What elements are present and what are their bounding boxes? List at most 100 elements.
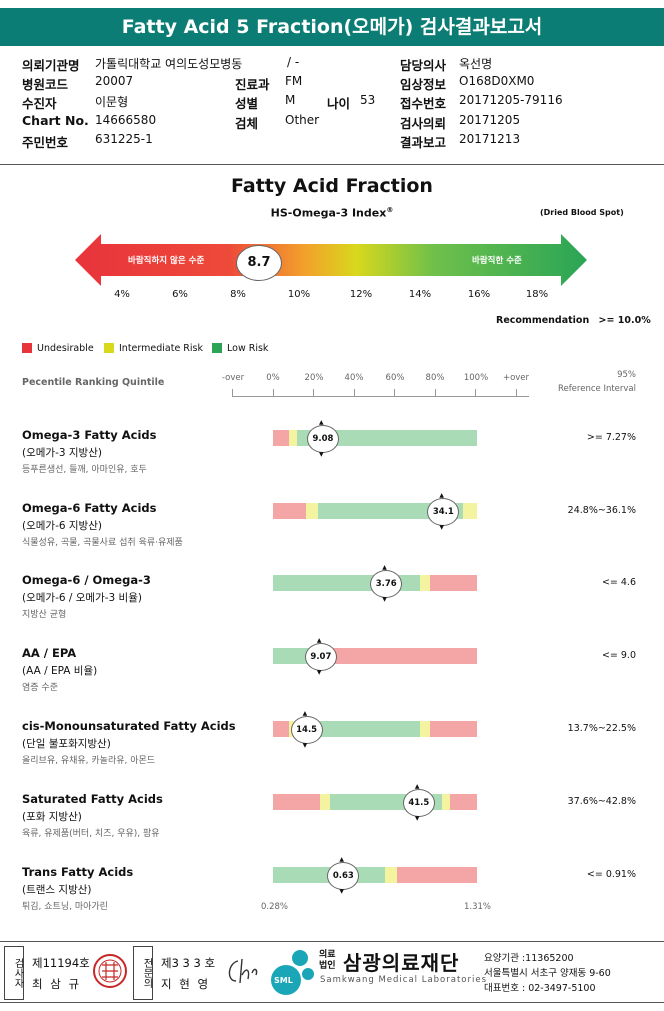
specimen-note: (Dried Blood Spot) (540, 208, 624, 217)
scale-tick (434, 389, 436, 397)
row-value-marker: 9.07 (304, 638, 337, 676)
bar-segment (273, 503, 306, 519)
verifier-name: 최 삼 규 (32, 977, 82, 991)
bar-segment (430, 575, 477, 591)
row-value-marker: 34.1 (427, 493, 460, 531)
row-value-marker: 9.08 (306, 420, 339, 458)
row-reference: <= 4.6 (601, 577, 636, 588)
row-name: Omega-6 Fatty Acids (22, 501, 157, 515)
row-reference: 13.7%~22.5% (567, 723, 636, 734)
hospital-code-value: 20007 (95, 74, 134, 88)
row-name: Omega-3 Fatty Acids (22, 428, 157, 442)
row-bar: 9.08 (273, 420, 477, 458)
row-reference: >= 7.27% (586, 432, 636, 443)
row-reference: 37.6%~42.8% (567, 796, 636, 807)
row-value-marker: 3.76 (370, 565, 403, 603)
bar-segment (273, 794, 320, 810)
bar-segment (324, 648, 477, 664)
footer-divider-top (0, 941, 664, 942)
scale-title: Pecentile Ranking Quintile (22, 377, 165, 388)
omega3-index-arrow (75, 234, 587, 286)
dept-label: 진료과 (235, 77, 270, 92)
scale-label: 80% (425, 373, 445, 383)
row-subtitle: (포화 지방산) (22, 811, 82, 823)
bar-segment (289, 430, 298, 446)
sml-logo-text: SML (274, 976, 293, 985)
verifier-number: 제11194호 (32, 956, 90, 970)
legend: Undesirable Intermediate Risk Low Risk (22, 343, 322, 357)
scale-tick (272, 389, 274, 397)
row-name: Trans Fatty Acids (22, 865, 134, 879)
row-subtitle: (오메가-3 지방산) (22, 447, 102, 459)
scale-tick (475, 389, 476, 397)
row-foods: 등푸른생선, 들깨, 아마인유, 호두 (22, 465, 147, 475)
bar-segment (419, 721, 431, 737)
ref-title-2: Reference Interval (557, 384, 636, 394)
row-name: AA / EPA (22, 646, 77, 660)
scale-tick (232, 389, 233, 397)
row-bar: 3.76 (273, 565, 477, 603)
scale-axis (232, 388, 529, 397)
arrow-tick-label: 12% (349, 289, 373, 300)
row-value: 14.5 (296, 725, 318, 735)
report-title: Fatty Acid 5 Fraction(오메가) 검사결과보고서 (0, 8, 664, 46)
institution-value: 가톨릭대학교 여의도성모병동 (95, 57, 243, 71)
row-value-marker: 14.5 (290, 711, 323, 749)
bar-segment (450, 794, 477, 810)
recommendation: Recommendation >= 10.0% (496, 315, 651, 326)
bar-segment (319, 794, 331, 810)
row-foods: 지방산 균형 (22, 610, 67, 620)
scale-label: 0% (266, 373, 280, 383)
bar-max-label: 1.31% (464, 902, 492, 912)
row-bar: 14.5 (273, 711, 477, 749)
row-bar: 34.1 (273, 493, 477, 531)
row-foods: 염증 수준 (22, 683, 58, 693)
recommendation-label: Recommendation (496, 315, 590, 326)
specialist-title: 전문의 (133, 946, 153, 1000)
bar-segment (462, 503, 477, 519)
scale-label: 40% (344, 373, 364, 383)
report-date-label: 결과보고 (400, 135, 447, 150)
arrow-tick-label: 4% (114, 289, 130, 300)
chart-no-value: 14666580 (95, 113, 157, 127)
resident-no-value: 631225-1 (95, 132, 153, 146)
org-prefix: 의료법인 (319, 950, 336, 971)
sml-logo-icon (271, 950, 314, 995)
bar-segment (397, 867, 477, 883)
scale-label: 60% (385, 373, 405, 383)
ref-title-1: 95% (617, 370, 636, 380)
org-phone: 대표번호 : 02-3497-5100 (484, 983, 596, 994)
org-english: Samkwang Medical Laboratories (320, 975, 488, 985)
bar-segment (273, 721, 290, 737)
examinee-value: 이문형 (95, 95, 129, 109)
row-value: 3.76 (375, 579, 397, 589)
arrow-tick-label: 18% (525, 289, 549, 300)
org-address: 서울특별시 서초구 양재동 9-60 (484, 968, 611, 979)
row-subtitle: (단일 불포화지방산) (22, 738, 111, 750)
scale-label: 100% (463, 373, 489, 383)
bar-segment (305, 503, 318, 519)
bar-segment (273, 648, 314, 664)
section-title: Fatty Acid Fraction (231, 175, 433, 197)
age-value: 53 (360, 93, 376, 107)
row-value: 9.07 (310, 652, 332, 662)
scale-tick (394, 389, 395, 397)
row-value-marker: 0.63 (327, 857, 360, 895)
dept-value: FM (285, 74, 303, 88)
resident-no-label: 주민번호 (22, 135, 69, 150)
row-foods: 올리브유, 유채유, 카놀라유, 아몬드 (22, 756, 156, 766)
index-title: HS-Omega-3 Index® (0, 206, 664, 220)
examinee-label: 수진자 (22, 96, 57, 111)
recommendation-value: >= 10.0% (598, 315, 651, 326)
clinical-value: O168D0XM0 (459, 74, 535, 88)
arrow-right-label: 바람직한 수준 (472, 256, 522, 266)
row-bar: 41.5 (273, 784, 477, 822)
row-foods: 튀김, 쇼트닝, 마아가린 (22, 902, 108, 912)
legend-swatch-undesirable (22, 343, 32, 353)
bar-segment (297, 430, 477, 446)
bar-segment (419, 575, 431, 591)
row-reference: <= 9.0 (601, 650, 636, 661)
bar-segment (430, 721, 477, 737)
row-subtitle: (오메가-6 / 오메가-3 비율) (22, 592, 142, 604)
row-value: 34.1 (432, 507, 454, 517)
